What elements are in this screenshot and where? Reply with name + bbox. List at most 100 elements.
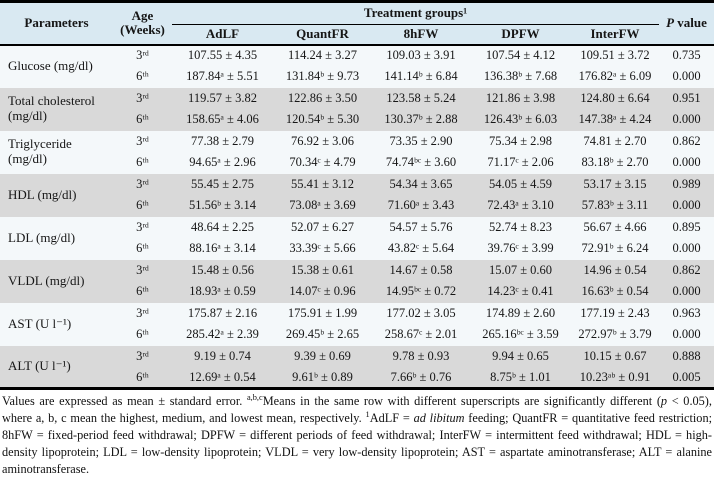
- value-cell: 15.48 ± 0.56: [190, 262, 255, 277]
- value-cell: 9.19 ± 0.74: [194, 348, 251, 363]
- value-cell: 39.76ᶜ ± 3.99: [487, 241, 554, 256]
- value-cell: 285.42ᵃ ± 2.39: [186, 327, 259, 342]
- age-cell: 3ʳᵈ: [136, 348, 149, 363]
- value-cell: 55.41 ± 3.12: [290, 176, 355, 191]
- table-row: 6ᵗʰ 88.16ᵃ ± 3.14 33.39ᶜ ± 5.66 43.82ᶜ ± 5.…: [0, 238, 714, 260]
- value-cell: 48.64 ± 2.25: [190, 219, 255, 234]
- table-row: ALT (U l⁻¹) 3ʳᵈ 9.19 ± 0.74 9.39 ± 0.69 9.78…: [0, 345, 714, 373]
- value-cell: 71.60ᵃ ± 3.43: [387, 198, 455, 213]
- age-cell: 6ᵗʰ: [136, 198, 149, 213]
- value-cell: 109.51 ± 3.72: [580, 48, 650, 63]
- parameter-cell: VLDL (mg/dl): [8, 272, 85, 288]
- table-row: 6ᵗʰ 285.42ᵃ ± 2.39 269.45ᵇ ± 2.65 258.67ᶜ ±…: [0, 324, 714, 346]
- p-value-cell: 0.862: [672, 262, 701, 277]
- age-cell: 6ᵗʰ: [136, 112, 149, 127]
- parameter-cell: Glucose (mg/dl): [8, 58, 93, 74]
- value-cell: 130.37ᵇ ± 2.88: [384, 112, 458, 127]
- results-table: Parameters Age (Weeks) Treatment groups¹…: [0, 0, 714, 390]
- table-row: AST (U l⁻¹) 3ʳᵈ 175.87 ± 2.16 175.91 ± 1.99…: [0, 302, 714, 331]
- value-cell: 9.39 ± 0.69: [294, 348, 351, 363]
- value-cell: 177.19 ± 2.43: [580, 305, 650, 320]
- value-cell: 147.38ᵃ ± 4.24: [578, 112, 652, 127]
- p-value-cell: 0.000: [672, 198, 701, 213]
- value-cell: 269.45ᵇ ± 2.65: [285, 327, 360, 342]
- value-cell: 176.82ᵃ ± 6.09: [578, 69, 652, 84]
- value-cell: 57.83ᵇ ± 3.11: [581, 198, 649, 213]
- footnote-superscript-abc: a,b,c: [246, 392, 263, 402]
- header-group-interfw: InterFW: [571, 24, 660, 46]
- value-cell: 114.24 ± 3.27: [288, 48, 357, 63]
- p-value-cell: 0.888: [672, 348, 701, 363]
- value-cell: 54.57 ± 5.76: [389, 219, 453, 234]
- value-cell: 131.84ᵇ ± 9.73: [285, 69, 360, 84]
- value-cell: 56.67 ± 4.66: [583, 219, 647, 234]
- value-cell: 107.55 ± 4.35: [187, 48, 258, 63]
- table-row: Total cholesterol (mg/dl) 3ʳᵈ 119.57 ± 3.8…: [0, 87, 714, 123]
- p-value-cell: 0.000: [672, 284, 701, 299]
- parameter-cell: ALT (U l⁻¹): [8, 357, 71, 373]
- p-value-cell: 0.989: [672, 176, 701, 191]
- age-cell: 6ᵗʰ: [136, 69, 149, 84]
- value-cell: 10.15 ± 0.67: [583, 348, 647, 363]
- value-cell: 107.54 ± 4.12: [485, 48, 556, 63]
- value-cell: 77.38 ± 2.79: [190, 133, 255, 148]
- value-cell: 187.84ᵃ ± 5.51: [186, 69, 259, 84]
- parameter-cell: Total cholesterol (mg/dl): [8, 93, 95, 123]
- table-row: Triglyceride (mg/dl) 3ʳᵈ 77.38 ± 2.79 76.92…: [0, 130, 714, 166]
- value-cell: 72.43ᵃ ± 3.10: [487, 198, 554, 213]
- header-group-adlf: AdLF: [172, 24, 273, 46]
- value-cell: 54.34 ± 3.65: [389, 176, 453, 191]
- value-cell: 83.18ᵇ ± 2.70: [581, 155, 649, 170]
- value-cell: 75.34 ± 2.98: [488, 133, 553, 148]
- value-cell: 121.86 ± 3.98: [485, 90, 556, 105]
- footnote-part3: < 0.05), where a, b, c mean the highest,…: [2, 394, 712, 425]
- value-cell: 175.87 ± 2.16: [187, 305, 258, 320]
- table-body: Glucose (mg/dl) 3ʳᵈ 107.55 ± 4.35 114.24 ± …: [0, 44, 714, 389]
- value-cell: 126.43ᵇ ± 6.03: [483, 112, 558, 127]
- value-cell: 7.66ᵇ ± 0.76: [390, 369, 452, 384]
- p-value-cell: 0.000: [672, 112, 701, 127]
- table-row: 6ᵗʰ 187.84ᵃ ± 5.51 131.84ᵇ ± 9.73 141.14ᵇ ±…: [0, 66, 714, 88]
- p-value-cell: 0.000: [672, 69, 701, 84]
- value-cell: 72.91ᵇ ± 6.24: [581, 241, 649, 256]
- value-cell: 14.96 ± 0.54: [583, 262, 647, 277]
- footnote-part2: Means in the same row with different sup…: [262, 394, 661, 408]
- value-cell: 55.45 ± 2.75: [190, 176, 255, 191]
- value-cell: 141.14ᵇ ± 6.84: [384, 69, 458, 84]
- value-cell: 52.74 ± 8.23: [488, 219, 553, 234]
- value-cell: 14.95ᵇᶜ ± 0.72: [385, 284, 457, 299]
- value-cell: 76.92 ± 3.06: [290, 133, 355, 148]
- value-cell: 15.07 ± 0.60: [488, 262, 553, 277]
- footnote-ad-libitum: ad libitum: [413, 411, 465, 425]
- value-cell: 33.39ᶜ ± 5.66: [289, 241, 356, 256]
- table-row: 6ᵗʰ 51.56ᵇ ± 3.14 73.08ᵃ ± 3.69 71.60ᵃ ± 3.…: [0, 195, 714, 217]
- age-cell: 3ʳᵈ: [136, 219, 149, 234]
- p-value-cell: 0.000: [672, 155, 701, 170]
- value-cell: 258.67ᶜ ± 2.01: [384, 327, 458, 342]
- value-cell: 16.63ᵇ ± 0.54: [581, 284, 649, 299]
- value-cell: 43.82ᶜ ± 5.64: [387, 241, 455, 256]
- value-cell: 158.65ᵃ ± 4.06: [186, 112, 259, 127]
- value-cell: 94.65ᵃ ± 2.96: [189, 155, 256, 170]
- age-cell: 6ᵗʰ: [136, 369, 149, 384]
- p-value-label-rest: value: [677, 14, 707, 30]
- parameter-cell: HDL (mg/dl): [8, 186, 77, 202]
- p-value-cell: 0.735: [672, 48, 701, 63]
- table-row: 6ᵗʰ 94.65ᵃ ± 2.96 70.34ᶜ ± 4.79 74.74ᵇᶜ ± 3…: [0, 152, 714, 174]
- p-value-cell: 0.862: [672, 133, 701, 148]
- table-row: 6ᵗʰ 158.65ᵃ ± 4.06 120.54ᵇ ± 5.30 130.37ᵇ ±…: [0, 109, 714, 131]
- header-p-value: P value: [659, 1, 714, 46]
- value-cell: 74.74ᵇᶜ ± 3.60: [385, 155, 457, 170]
- p-value-cell: 0.000: [672, 241, 701, 256]
- value-cell: 9.94 ± 0.65: [492, 348, 549, 363]
- p-value-italic-p: P: [666, 14, 675, 30]
- age-cell: 6ᵗʰ: [136, 155, 149, 170]
- value-cell: 9.61ᵇ ± 0.89: [292, 369, 353, 384]
- header-treatment-groups: Treatment groups¹: [172, 1, 660, 25]
- value-cell: 70.34ᶜ ± 4.79: [289, 155, 356, 170]
- value-cell: 122.86 ± 3.50: [287, 90, 358, 105]
- table-row: 6ᵗʰ 18.93ᵃ ± 0.59 14.07ᶜ ± 0.96 14.95ᵇᶜ ± 0…: [0, 281, 714, 303]
- value-cell: 18.93ᵃ ± 0.59: [189, 284, 256, 299]
- age-cell: 3ʳᵈ: [136, 133, 149, 148]
- footnote-italic-p: p: [660, 394, 668, 408]
